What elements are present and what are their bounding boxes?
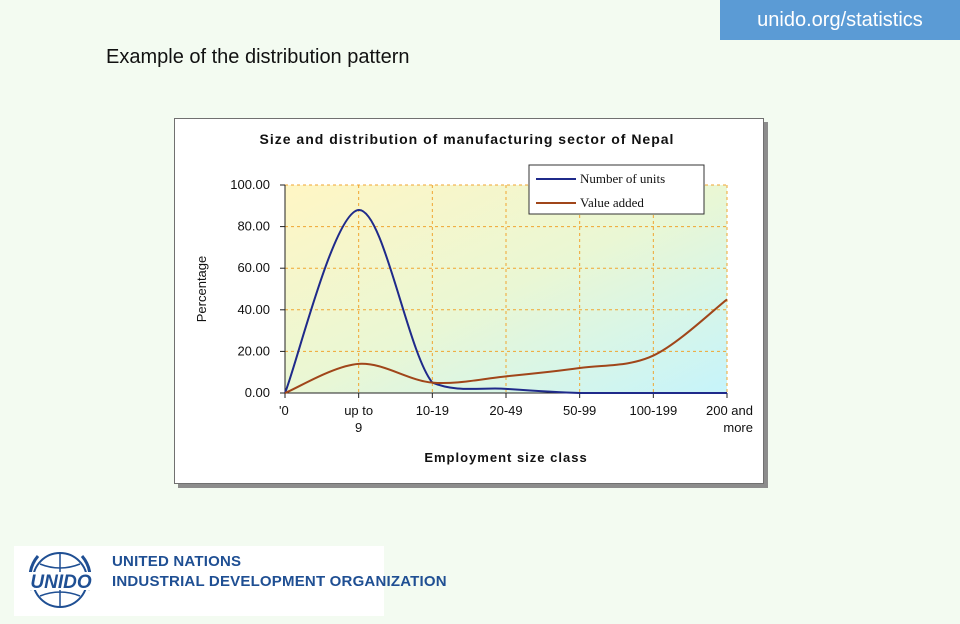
y-tick-label: 20.00: [237, 343, 270, 358]
x-tick-label: 9: [355, 420, 362, 435]
y-tick-label: 100.00: [230, 177, 270, 192]
x-tick-label: 200 and: [706, 403, 753, 418]
y-tick-label: 80.00: [237, 219, 270, 234]
series-line-value-added: [284, 298, 728, 394]
x-tick-label: '0: [279, 403, 289, 418]
y-tick-label: 0.00: [245, 385, 270, 400]
legend-label-units: Number of units: [580, 171, 665, 186]
gridlines: [285, 184, 728, 393]
chart-title: Size and distribution of manufacturing s…: [260, 131, 675, 147]
org-name-line1: UNITED NATIONS: [112, 553, 242, 570]
unido-logo: UNIDO: [14, 546, 384, 616]
y-tick-label: 40.00: [237, 302, 270, 317]
series-line-number-of-units: [284, 208, 727, 395]
legend-box: [528, 164, 705, 215]
un-emblem-icon: UNIDO: [24, 552, 98, 608]
series-lines: [284, 208, 728, 395]
y-tick-label: 60.00: [237, 260, 270, 275]
x-tick-label: 20-49: [489, 403, 522, 418]
org-name: UNITED NATIONS INDUSTRIAL DEVELOPMENT OR…: [112, 552, 447, 592]
x-tick-label: 100-199: [629, 403, 677, 418]
x-tick-label: up to: [344, 403, 373, 418]
logo-wordmark: UNIDO: [30, 572, 91, 593]
x-axis-label: Employment size class: [424, 450, 587, 465]
x-tick-label: 10-19: [416, 403, 449, 418]
x-tick-label: 50-99: [563, 403, 596, 418]
site-badge: unido.org/statistics: [720, 0, 960, 40]
legend-label-value: Value added: [580, 195, 644, 210]
y-axis-label: Percentage: [194, 256, 209, 323]
legend: Number of units Value added: [528, 164, 705, 215]
x-tick-labels: '0 up to 9 10-19 20-49 50-99 100-199 200 and mor…: [279, 403, 753, 435]
site-url: unido.org/statistics: [757, 8, 923, 31]
org-name-line2: INDUSTRIAL DEVELOPMENT ORGANIZATION: [112, 573, 447, 590]
y-tick-labels: 0.00 20.00 40.00 60.00 80.00 100.00: [230, 177, 270, 400]
slide-title: Example of the distribution pattern: [106, 46, 410, 68]
x-tick-label: more: [723, 420, 753, 435]
